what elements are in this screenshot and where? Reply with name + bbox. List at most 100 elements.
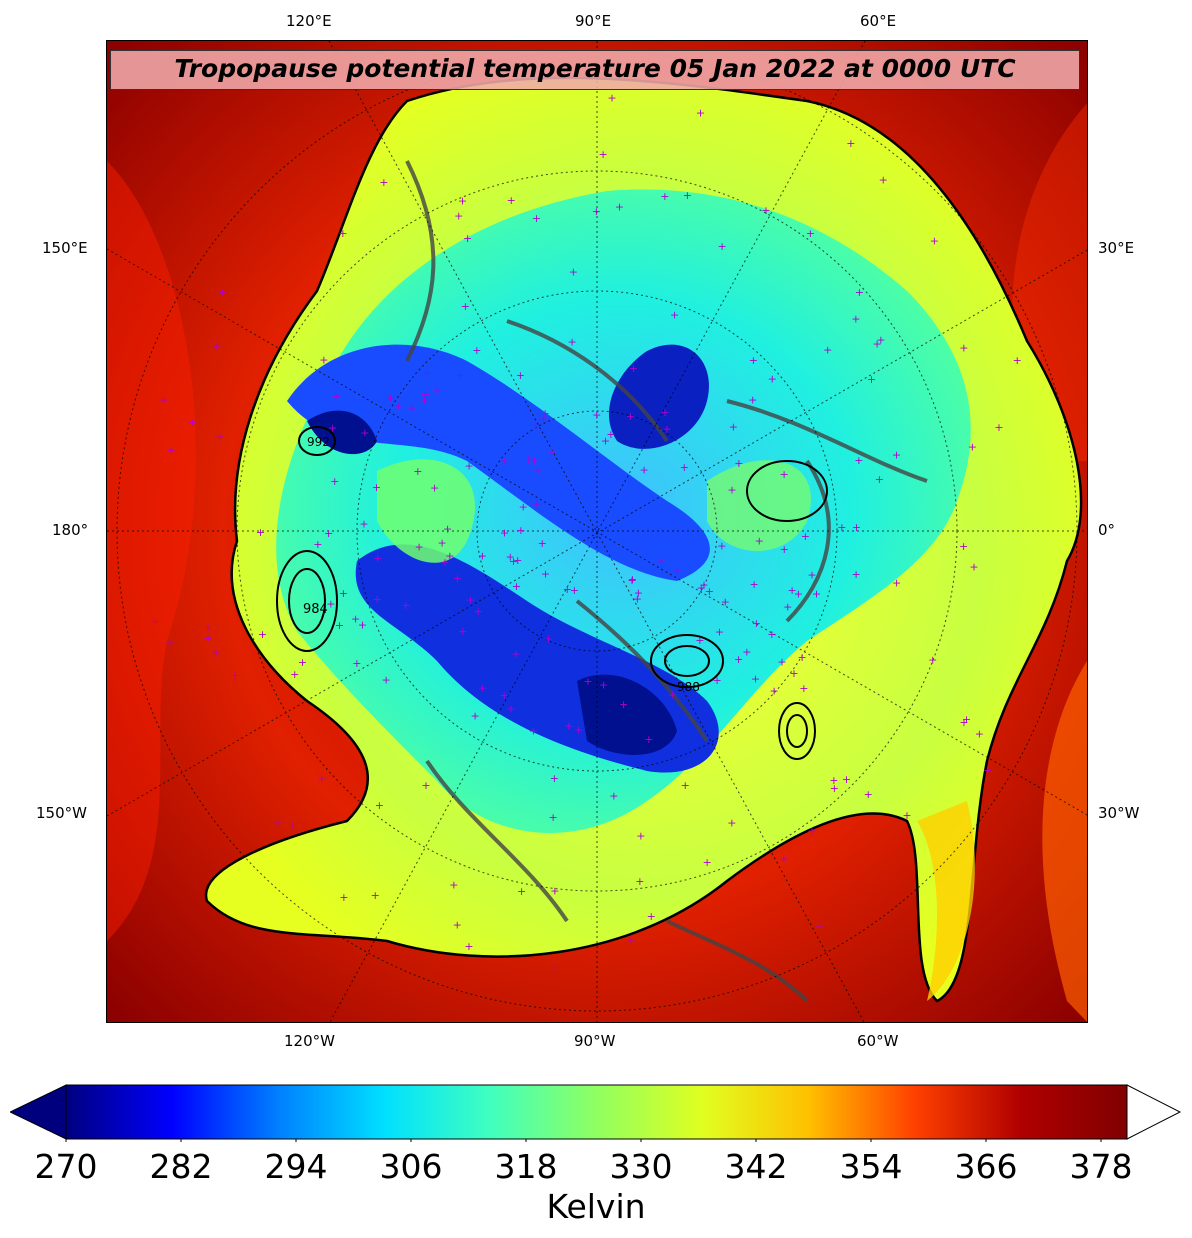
station-marker: + bbox=[430, 482, 439, 495]
station-marker: + bbox=[379, 176, 388, 189]
warm-streak bbox=[1042, 661, 1087, 1022]
station-marker: + bbox=[783, 600, 792, 613]
orange-tongue bbox=[917, 801, 975, 1001]
station-marker: + bbox=[351, 613, 360, 626]
station-marker: + bbox=[415, 541, 424, 554]
station-marker: + bbox=[660, 406, 669, 419]
station-marker: + bbox=[619, 698, 628, 711]
station-marker: + bbox=[386, 392, 395, 405]
station-marker: + bbox=[734, 653, 743, 666]
station-marker: + bbox=[511, 647, 520, 660]
station-marker: + bbox=[794, 587, 803, 600]
station-marker: + bbox=[151, 615, 160, 628]
station-marker: + bbox=[256, 526, 265, 539]
station-marker: + bbox=[550, 885, 559, 898]
lon-label-top: 60°E bbox=[860, 12, 897, 30]
station-marker: + bbox=[551, 961, 560, 974]
station-marker: + bbox=[507, 194, 516, 207]
station-marker: + bbox=[445, 549, 454, 562]
station-marker: + bbox=[563, 583, 572, 596]
station-markers: + + + + + + + + + + + + + + + + + + + + + + + + + + + + + + + + + + + + + + + +… bbox=[151, 91, 1022, 974]
station-marker: + bbox=[705, 585, 714, 598]
lon-label-bottom: 120°W bbox=[284, 1032, 335, 1050]
station-marker: + bbox=[453, 919, 462, 932]
station-marker: + bbox=[338, 227, 347, 240]
station-marker: + bbox=[851, 313, 860, 326]
station-marker: + bbox=[313, 538, 322, 551]
station-marker: + bbox=[509, 555, 518, 568]
cold-core bbox=[307, 410, 377, 455]
station-marker: + bbox=[601, 434, 610, 447]
station-marker: + bbox=[474, 605, 483, 618]
station-marker: + bbox=[541, 407, 550, 420]
station-marker: + bbox=[421, 779, 430, 792]
station-marker: + bbox=[516, 524, 525, 537]
station-marker: + bbox=[531, 498, 540, 511]
colorbar-tick-label: 294 bbox=[264, 1147, 328, 1186]
station-marker: + bbox=[902, 809, 911, 822]
lon-label-top: 120°E bbox=[286, 12, 332, 30]
station-marker: + bbox=[606, 428, 615, 441]
station-marker: + bbox=[852, 521, 861, 534]
station-marker: + bbox=[629, 362, 638, 375]
station-marker: + bbox=[829, 774, 838, 787]
station-marker: + bbox=[326, 597, 335, 610]
station-marker: + bbox=[892, 449, 901, 462]
pressure-label: 984 bbox=[303, 602, 328, 617]
colorbar-tick-marks bbox=[65, 1139, 1102, 1142]
station-marker: + bbox=[458, 625, 467, 638]
station-marker: + bbox=[506, 551, 515, 564]
station-marker: + bbox=[211, 647, 220, 660]
station-marker: + bbox=[352, 657, 361, 670]
map-panel: 992 984 988 + + + + + + + + + + + + + + + + + + + + + + + + + + + +… bbox=[106, 40, 1088, 1023]
station-marker: + bbox=[339, 587, 348, 600]
station-marker: + bbox=[975, 728, 984, 741]
station-marker: + bbox=[695, 634, 704, 647]
station-marker: + bbox=[846, 137, 855, 150]
station-marker: + bbox=[699, 579, 708, 592]
station-marker: + bbox=[471, 709, 480, 722]
station-marker: + bbox=[328, 421, 337, 434]
station-marker: + bbox=[807, 568, 816, 581]
station-marker: + bbox=[680, 461, 689, 474]
station-marker: + bbox=[634, 586, 643, 599]
station-marker: + bbox=[324, 527, 333, 540]
station-marker: + bbox=[994, 421, 1003, 434]
station-marker: + bbox=[592, 408, 601, 421]
lon-label-right: 30°W bbox=[1098, 804, 1140, 822]
station-marker: + bbox=[799, 682, 808, 695]
station-marker: + bbox=[421, 388, 430, 401]
station-marker: + bbox=[529, 724, 538, 737]
station-marker: + bbox=[258, 628, 267, 641]
station-marker: + bbox=[394, 400, 403, 413]
station-marker: + bbox=[780, 468, 789, 481]
station-marker: + bbox=[165, 636, 174, 649]
lon-label-left: 180° bbox=[52, 521, 89, 539]
station-marker: + bbox=[777, 656, 786, 669]
station-marker: + bbox=[823, 344, 832, 357]
temperature-map: 992 984 988 ++++++++++++++++++++++++++++… bbox=[107, 41, 1087, 1022]
station-marker: + bbox=[749, 354, 758, 367]
station-marker: + bbox=[549, 811, 558, 824]
station-marker: + bbox=[519, 501, 528, 514]
station-marker: + bbox=[780, 543, 789, 556]
station-marker: + bbox=[465, 459, 474, 472]
station-marker: + bbox=[290, 668, 299, 681]
station-marker: + bbox=[721, 595, 730, 608]
station-marker: + bbox=[524, 453, 533, 466]
station-marker: + bbox=[512, 580, 521, 593]
colorbar-tick-label: 354 bbox=[839, 1147, 903, 1186]
station-marker: + bbox=[420, 394, 429, 407]
station-marker: + bbox=[358, 619, 367, 632]
station-marker: + bbox=[928, 654, 937, 667]
station-marker: + bbox=[683, 189, 692, 202]
station-marker: + bbox=[696, 107, 705, 120]
colorbar-tick-label: 342 bbox=[724, 1147, 788, 1186]
green-filament bbox=[707, 460, 811, 551]
station-marker: + bbox=[373, 593, 382, 606]
station-marker: + bbox=[644, 733, 653, 746]
warm-streak bbox=[107, 161, 196, 941]
station-marker: + bbox=[298, 656, 307, 669]
station-marker: + bbox=[697, 582, 706, 595]
station-marker: + bbox=[718, 240, 727, 253]
